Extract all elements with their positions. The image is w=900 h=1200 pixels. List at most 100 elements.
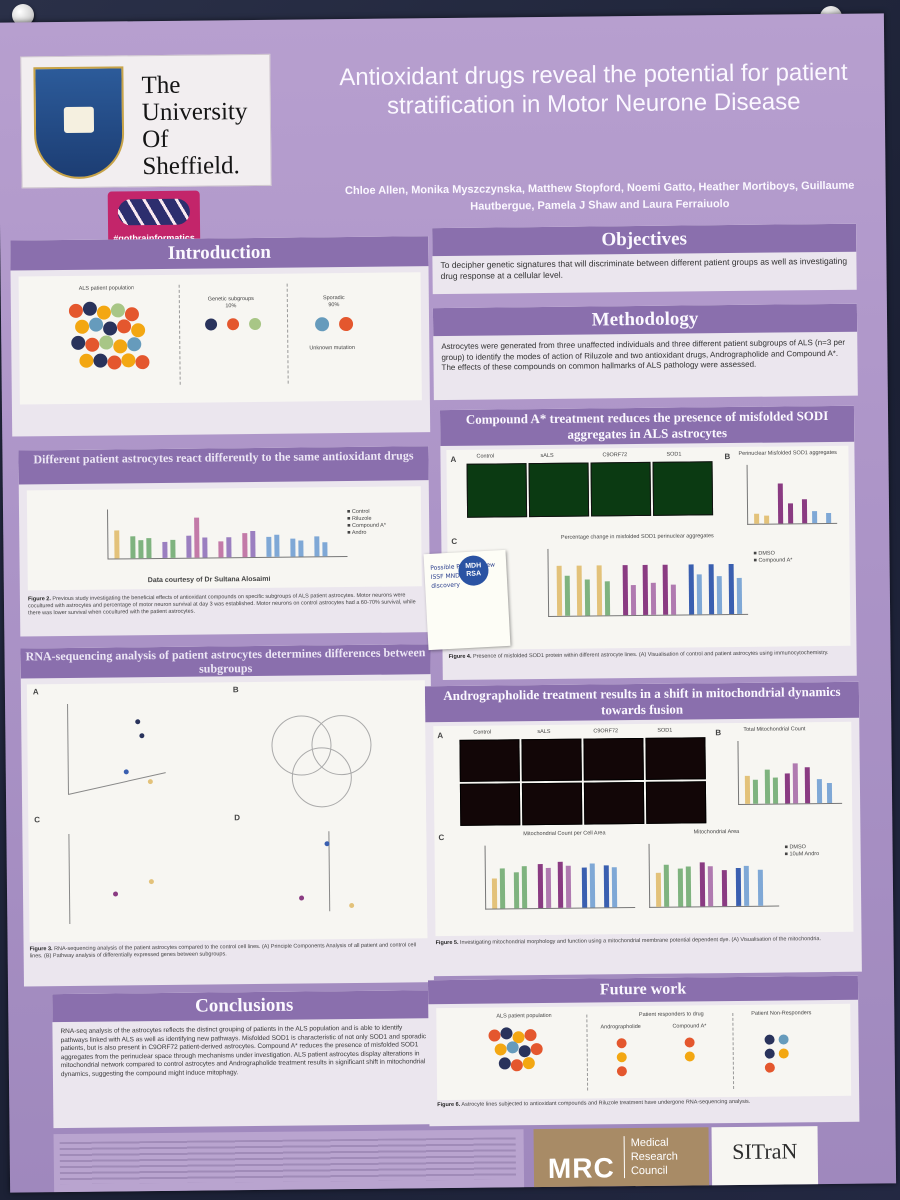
- mitochondria-image: [645, 737, 706, 780]
- university-crest-icon: [33, 66, 125, 180]
- figure-caption: Figure 4. Presence of misfolded SOD1 pro…: [448, 650, 829, 660]
- panel-b-label: B: [715, 729, 722, 737]
- methodology-section: Methodology Astrocytes were generated fr…: [432, 303, 858, 401]
- divider: [178, 284, 181, 385]
- mitochondria-image: [459, 739, 520, 782]
- image-label: C9ORF72: [602, 452, 628, 459]
- compound-a-heading: Compound A* treatment reduces the presen…: [439, 405, 855, 447]
- chart-title: Mitochondrial Count per Cell Area: [523, 830, 606, 838]
- rna-seq-heading: RNA-sequencing analysis of patient astro…: [20, 644, 431, 679]
- andrographolide-label: Andrographolide: [600, 1023, 641, 1031]
- pca-axis: [67, 703, 69, 794]
- image-label: SOD1: [657, 727, 673, 734]
- image-label: C9ORF72: [593, 728, 619, 735]
- compound-label: Compound A*: [672, 1023, 707, 1030]
- conclusions-section: Conclusions RNA-seq analysis of the astr…: [52, 990, 438, 1129]
- chart-title: Mitochondrial Area: [693, 828, 740, 836]
- pca-axis: [68, 833, 71, 924]
- drug-reaction-chart: ■ Control ■ Riluzole ■ Compound A* ■ Andro …: [26, 486, 422, 591]
- pca-point: [299, 895, 305, 901]
- methodology-heading: Methodology: [432, 303, 858, 337]
- mitochondria-image: [583, 781, 645, 825]
- introduction-section: Introduction ALS patient population: [10, 236, 431, 437]
- pca-point: [148, 879, 154, 885]
- panel-a-label: A: [437, 732, 444, 740]
- microscopy-image: [466, 463, 528, 518]
- panel-b-label: B: [724, 453, 731, 461]
- pca-point: [349, 902, 355, 909]
- pca-point: [139, 733, 145, 739]
- percentage-change-chart: [547, 546, 749, 617]
- unknown-mutation-label: Unknown mutation: [309, 344, 355, 352]
- figure-caption: Figure 2. Previous study investigating t…: [27, 592, 416, 617]
- conclusions-text: RNA-seq analysis of the astrocytes refle…: [60, 1024, 427, 1078]
- genetic-subgroups-label: Genetic subgroups 10%: [207, 296, 254, 310]
- introduction-heading: Introduction: [10, 236, 429, 271]
- responders-label: Patient responders to drug: [638, 1011, 704, 1019]
- image-label: sALS: [540, 452, 554, 460]
- sitran-logo: SITraN: [711, 1126, 819, 1193]
- responder-icon: [616, 1066, 627, 1077]
- chart-legend: ■ DMSO ■ Compound A*: [753, 550, 793, 564]
- objectives-text: To decipher genetic signatures that will…: [440, 255, 848, 282]
- conclusions-heading: Conclusions: [52, 990, 437, 1023]
- objectives-section: Objectives To decipher genetic signature…: [432, 223, 857, 295]
- drug-reaction-heading: Different patient astrocytes react diffe…: [18, 446, 429, 485]
- poster-authors: Chloe Allen, Monika Myszczynska, Matthew…: [344, 179, 855, 213]
- bar-chart-axes: [107, 507, 348, 560]
- university-logo: The University Of Sheffield.: [20, 53, 272, 189]
- non-responder-icon: [778, 1048, 789, 1059]
- figure-caption: Figure 5. Investigating mitochondrial mo…: [435, 936, 822, 947]
- image-label: SOD1: [666, 451, 682, 458]
- references-section: [53, 1129, 525, 1193]
- reference-lines: [59, 1137, 517, 1185]
- microscopy-image: [528, 462, 590, 518]
- divider: [732, 1013, 735, 1090]
- chart-legend: ■ Control ■ Riluzole ■ Compound A* ■ Andro: [347, 508, 387, 537]
- rna-seq-section: RNA-sequencing analysis of patient astro…: [20, 644, 434, 987]
- image-label: Control: [476, 453, 495, 460]
- count-per-area-chart: [484, 844, 636, 910]
- population-label: ALS patient population: [78, 285, 135, 292]
- figure-caption: Figure 3. RNA-sequencing analysis of the…: [29, 942, 417, 960]
- mrc-logo: MRC Medical Research Council: [533, 1127, 710, 1193]
- objectives-heading: Objectives: [432, 223, 857, 257]
- image-label: Control: [473, 729, 492, 736]
- microscopy-image: [652, 461, 714, 516]
- mitochondria-image: [583, 737, 644, 781]
- panel-c-label: C: [34, 816, 41, 824]
- methodology-text: Astrocytes were generated from three una…: [441, 337, 846, 373]
- future-work-section: Future work ALS patient population Patie…: [427, 975, 860, 1127]
- chart-title: Perinuclear Misfolded SOD1 aggregates: [738, 449, 837, 457]
- microscopy-image: [590, 461, 652, 517]
- andrographolide-section: Andrographolide treatment results in a s…: [424, 681, 862, 977]
- sticky-note: Possible Project? New ISSF MND drug disc…: [423, 549, 511, 651]
- responder-icon: [684, 1051, 695, 1062]
- pca-point: [123, 769, 129, 775]
- panel-c-label: C: [438, 834, 445, 842]
- patient-population-cluster: [436, 1004, 850, 1072]
- subgroup-icon: [249, 317, 262, 331]
- chart-title: Total Mitochondrial Count: [743, 726, 806, 733]
- panel-a-label: A: [32, 688, 39, 696]
- sporadic-icon: [339, 316, 354, 332]
- introduction-figure: ALS patient population: [18, 272, 422, 405]
- data-courtesy: Data courtesy of Dr Sultana Alosaimi: [147, 575, 271, 585]
- mitochondria-image: [521, 738, 582, 782]
- andrographolide-heading: Andrographolide treatment results in a s…: [424, 681, 860, 723]
- chart-legend: ■ DMSO ■ 10uM Andro: [784, 844, 820, 858]
- non-responder-icon: [764, 1048, 775, 1059]
- mrc-subtitle: Medical Research Council: [623, 1135, 695, 1179]
- mitochondria-image: [521, 782, 583, 826]
- sporadic-label: Sporadic 90%: [322, 295, 345, 309]
- panel-a-label: A: [450, 455, 457, 463]
- future-work-heading: Future work: [427, 975, 859, 1005]
- image-label: sALS: [537, 728, 551, 736]
- pca-point: [324, 841, 330, 847]
- responder-icon: [616, 1052, 627, 1063]
- responder-icon: [684, 1037, 695, 1048]
- mitochondria-image: [645, 781, 707, 824]
- subgroup-icon: [227, 318, 240, 331]
- mrc-letters: MRC: [547, 1152, 615, 1184]
- divider: [286, 283, 289, 384]
